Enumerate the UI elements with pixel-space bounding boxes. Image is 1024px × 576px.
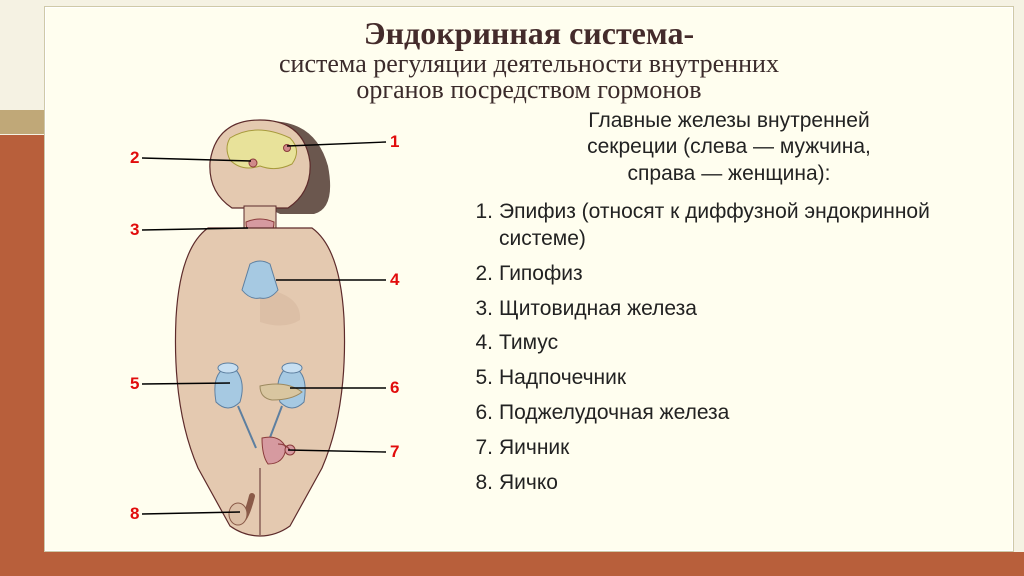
title-block: Эндокринная система- система регуляции д…	[65, 15, 993, 104]
slide-accent-left-bar	[0, 135, 44, 576]
diagram-marker: 5	[128, 374, 141, 394]
slide-accent-bottom	[0, 552, 1024, 576]
leader-lines-group	[142, 142, 386, 514]
gland-item: Тимус	[465, 330, 993, 357]
list-header-line2: секреции (слева — мужчина,	[587, 135, 871, 158]
leader-line	[142, 383, 230, 384]
slide-accent-left-top	[0, 110, 44, 134]
leader-line	[142, 228, 248, 230]
page-subtitle-line1: система регуляции деятельности внутренни…	[65, 50, 993, 78]
text-column: Главные железы внутренней секреции (слев…	[455, 108, 993, 505]
endocrine-diagram: 1 2 3 4 5 6 7 8	[80, 108, 440, 538]
diagram-marker: 3	[128, 220, 141, 240]
list-header: Главные железы внутренней секреции (слев…	[465, 108, 993, 187]
slide-accent-left	[0, 0, 44, 576]
gland-item: Гипофиз	[465, 261, 993, 288]
leader-line	[142, 512, 240, 514]
gland-item: Яичник	[465, 435, 993, 462]
leader-line	[288, 450, 386, 452]
diagram-marker: 6	[388, 378, 401, 398]
gland-item: Поджелудочная железа	[465, 400, 993, 427]
diagram-marker: 7	[388, 442, 401, 462]
diagram-marker: 8	[128, 504, 141, 524]
gland-item: Щитовидная железа	[465, 296, 993, 323]
diagram-marker: 2	[128, 148, 141, 168]
diagram-marker: 4	[388, 270, 401, 290]
list-header-line3: справа — женщина):	[628, 162, 831, 185]
leader-line	[142, 158, 251, 161]
diagram-marker: 1	[388, 132, 401, 152]
list-header-line1: Главные железы внутренней	[588, 109, 869, 132]
gland-item: Эпифиз (относят к диффузной эндокринной …	[465, 199, 993, 253]
content-panel: Эндокринная система- система регуляции д…	[44, 6, 1014, 552]
gland-item: Надпочечник	[465, 365, 993, 392]
gland-list: Эпифиз (относят к диффузной эндокринной …	[465, 199, 993, 497]
page-subtitle-line2: органов посредством гормонов	[65, 76, 993, 104]
leader-lines-svg	[80, 108, 440, 538]
gland-item: Яичко	[465, 470, 993, 497]
page-title: Эндокринная система-	[65, 15, 993, 52]
leader-line	[287, 142, 386, 146]
diagram-column: 1 2 3 4 5 6 7 8	[65, 108, 455, 532]
content-row: 1 2 3 4 5 6 7 8 Главные железы внутренней секре…	[65, 108, 993, 532]
